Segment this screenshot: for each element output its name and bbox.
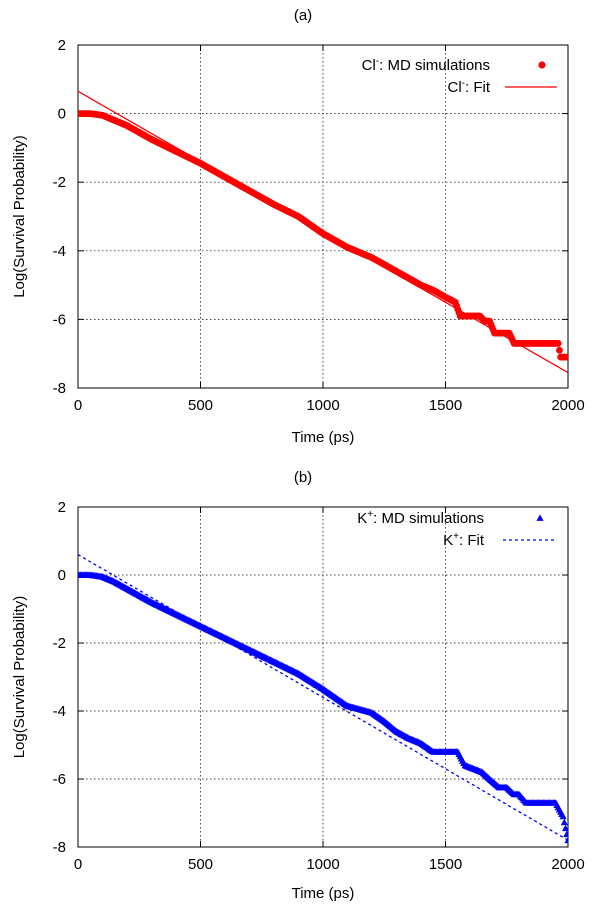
legend-swatch-marker (538, 61, 546, 69)
y-tick-label: -6 (53, 311, 66, 328)
chart-panel-0: (a) 0 500 1000 1500 2000 2 0 -2 -4 -6 -8 Time (ps) Lo… (11, 7, 585, 446)
y-tick-label: 0 (58, 567, 66, 584)
y-tick-label: 2 (58, 499, 66, 516)
legend-label-sup: - (462, 78, 465, 89)
legend-label-base: K (357, 510, 367, 527)
legend-label-base: Cl (447, 79, 461, 96)
chart-panel-1: (b) 0 500 1000 1500 2000 2 0 -2 -4 -6 -8 Time (ps) Lo… (11, 469, 585, 902)
data-point (559, 812, 567, 820)
legend-label-sup: + (453, 531, 459, 542)
x-tick-label: 500 (188, 856, 213, 873)
x-tick-label: 1000 (306, 397, 339, 414)
plot-frame (77, 44, 569, 389)
y-tick-label: -4 (53, 703, 66, 720)
x-tick-label: 1500 (429, 856, 462, 873)
data-point (561, 824, 568, 832)
legend-label-sup: - (376, 56, 379, 67)
y-tick-label: -2 (53, 635, 66, 652)
legend-label: Cl-: MD simulations (362, 56, 490, 74)
data-layer (78, 90, 568, 374)
y-tick-label: -8 (53, 380, 66, 397)
y-axis-label: Log(Survival Probability) (11, 135, 28, 298)
data-point (554, 340, 562, 347)
data-point (556, 346, 563, 354)
chart-title: (a) (294, 7, 312, 24)
x-tick-label: 1000 (306, 856, 339, 873)
x-tick-label: 2000 (551, 856, 584, 873)
data-point (560, 818, 568, 826)
legend-label-sup: + (367, 509, 373, 520)
fit-line (78, 90, 568, 374)
x-tick-label: 0 (74, 856, 82, 873)
x-tick-label: 500 (188, 397, 213, 414)
data-point (564, 836, 568, 844)
legend-label-rest: : Fit (465, 79, 491, 96)
x-axis-label: Time (ps) (292, 885, 355, 902)
y-tick-label: -4 (53, 243, 66, 260)
fit-line (78, 554, 568, 841)
y-tick-label: -2 (53, 174, 66, 191)
x-axis-label: Time (ps) (292, 429, 355, 446)
y-tick-label: 2 (58, 37, 66, 54)
x-tick-label: 0 (74, 397, 82, 414)
y-axis-label: Log(Survival Probability) (11, 596, 28, 759)
data-point (564, 353, 568, 361)
legend-label: K+: Fit (443, 531, 485, 549)
legend-label: K+: MD simulations (357, 509, 484, 527)
y-tick-label: -8 (53, 839, 66, 856)
y-tick-label: -6 (53, 771, 66, 788)
legend-label-rest: : MD simulations (373, 510, 484, 527)
x-tick-label: 2000 (551, 397, 584, 414)
legend-label-rest: : Fit (459, 532, 485, 549)
chart-title: (b) (294, 469, 312, 486)
y-tick-label: 0 (58, 106, 66, 123)
data-layer (78, 554, 568, 844)
legend-label-rest: : MD simulations (379, 57, 490, 74)
legend-label-base: Cl (362, 57, 376, 74)
legend-swatch-marker (536, 514, 544, 521)
legend-label: Cl-: Fit (447, 78, 490, 96)
legend-label-base: K (443, 532, 453, 549)
data-point (563, 830, 568, 838)
x-tick-label: 1500 (429, 397, 462, 414)
